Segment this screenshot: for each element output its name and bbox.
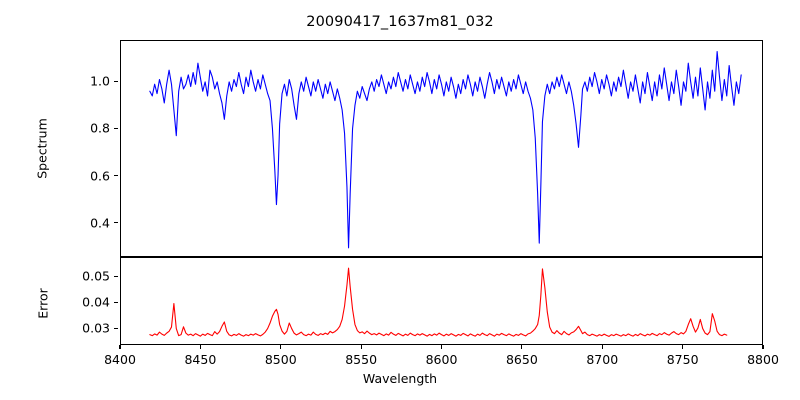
error-data-line bbox=[150, 268, 727, 336]
xtick-mark-0 bbox=[119, 345, 121, 349]
xtick-mark-2 bbox=[280, 345, 282, 349]
xtick-3: 8550 bbox=[345, 352, 378, 367]
error-ytick-2: 0.05 bbox=[82, 268, 110, 284]
xtick-mark-6 bbox=[601, 345, 603, 349]
spectrum-series-svg bbox=[121, 41, 762, 256]
error-ytick-1: 0.04 bbox=[82, 294, 110, 310]
error-axis-label: Error bbox=[35, 288, 51, 319]
error-ytick-mark-0 bbox=[114, 327, 118, 329]
error-ytick-0: 0.03 bbox=[82, 320, 110, 336]
spectrum-data-line bbox=[150, 52, 741, 248]
spectrum-ytick-mark-3 bbox=[114, 80, 118, 82]
spectrum-ytick-mark-1 bbox=[114, 175, 118, 177]
spectrum-plot-panel bbox=[120, 40, 763, 257]
xtick-8: 8800 bbox=[747, 352, 779, 367]
spectrum-ytick-1: 0.6 bbox=[90, 168, 110, 184]
error-plot-panel bbox=[120, 257, 763, 345]
spectrum-ytick-mark-2 bbox=[114, 127, 118, 130]
xtick-4: 8600 bbox=[425, 352, 458, 367]
xtick-2: 8500 bbox=[264, 352, 297, 367]
spectrum-ytick-3: 1.0 bbox=[90, 73, 110, 89]
xtick-7: 8750 bbox=[666, 352, 699, 367]
x-axis-label: Wavelength bbox=[362, 371, 438, 386]
xtick-mark-1 bbox=[199, 345, 201, 349]
spectrum-ytick-2: 0.8 bbox=[90, 120, 110, 136]
xtick-mark-7 bbox=[682, 345, 684, 349]
xtick-5: 8650 bbox=[505, 352, 538, 367]
figure-title: 20090417_1637m81_032 bbox=[306, 14, 494, 30]
spectrum-ytick-0: 0.4 bbox=[90, 215, 110, 231]
xtick-1: 8450 bbox=[184, 352, 217, 367]
xtick-mark-4 bbox=[440, 345, 443, 349]
spectrum-axis-label: Spectrum bbox=[34, 118, 50, 179]
error-ytick-mark-2 bbox=[114, 275, 118, 277]
error-series-svg bbox=[121, 258, 762, 344]
xtick-mark-5 bbox=[521, 345, 523, 349]
xtick-6: 8700 bbox=[586, 352, 619, 367]
xtick-0: 8400 bbox=[104, 352, 136, 367]
xtick-mark-8 bbox=[762, 345, 764, 349]
spectrum-ytick-mark-0 bbox=[114, 222, 118, 224]
xtick-mark-3 bbox=[360, 345, 362, 349]
error-ytick-mark-1 bbox=[114, 301, 118, 303]
